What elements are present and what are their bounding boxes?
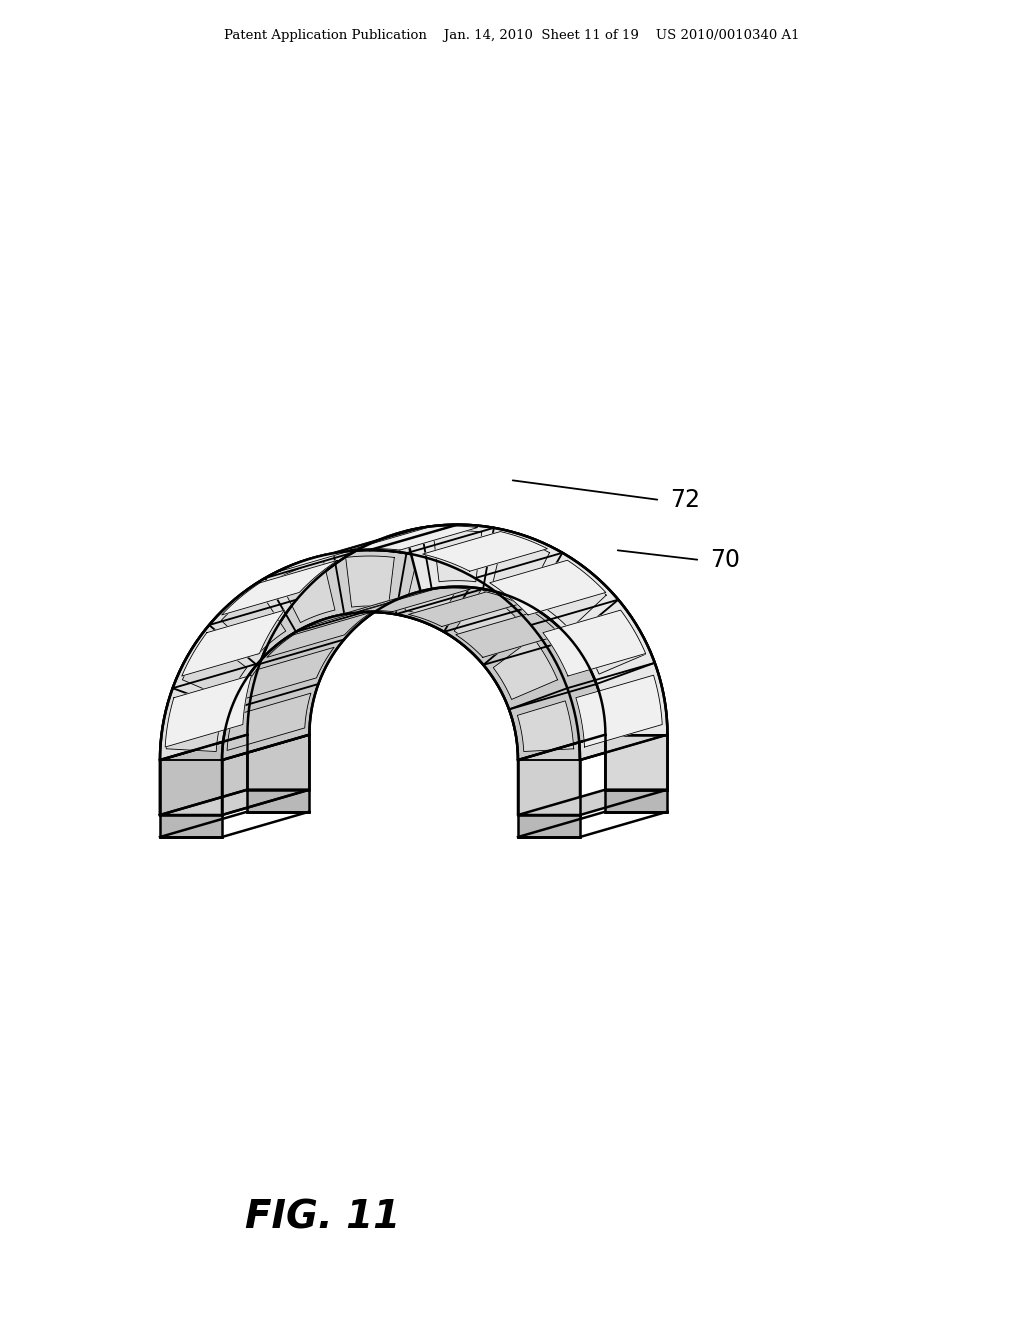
Polygon shape — [357, 587, 470, 611]
Polygon shape — [575, 676, 663, 747]
Polygon shape — [248, 789, 309, 812]
Polygon shape — [518, 789, 668, 814]
Polygon shape — [517, 701, 573, 751]
Polygon shape — [182, 610, 285, 676]
Polygon shape — [222, 735, 309, 814]
Polygon shape — [160, 789, 309, 814]
Polygon shape — [166, 701, 222, 751]
Polygon shape — [160, 735, 248, 814]
Polygon shape — [423, 532, 548, 572]
Text: Patent Application Publication    Jan. 14, 2010  Sheet 11 of 19    US 2010/00103: Patent Application Publication Jan. 14, … — [224, 29, 800, 41]
Polygon shape — [239, 647, 334, 701]
Polygon shape — [267, 612, 372, 657]
Polygon shape — [605, 735, 668, 789]
Polygon shape — [308, 591, 419, 627]
Polygon shape — [278, 561, 335, 623]
Polygon shape — [409, 591, 519, 627]
Polygon shape — [455, 589, 519, 655]
Polygon shape — [160, 524, 668, 760]
Polygon shape — [221, 560, 338, 615]
Polygon shape — [489, 560, 606, 615]
Text: FIG. 11: FIG. 11 — [245, 1199, 400, 1236]
Polygon shape — [605, 789, 668, 812]
Text: 72: 72 — [670, 488, 700, 512]
Polygon shape — [346, 556, 394, 607]
Polygon shape — [542, 564, 606, 630]
Polygon shape — [160, 550, 580, 814]
Polygon shape — [433, 531, 481, 582]
Polygon shape — [493, 536, 550, 597]
Polygon shape — [605, 676, 662, 726]
Polygon shape — [543, 610, 646, 676]
Polygon shape — [494, 638, 558, 700]
Text: 70: 70 — [710, 548, 740, 572]
Polygon shape — [165, 676, 252, 747]
Polygon shape — [456, 612, 560, 657]
Polygon shape — [406, 524, 668, 789]
Polygon shape — [160, 814, 222, 837]
Polygon shape — [518, 814, 580, 837]
Polygon shape — [227, 693, 311, 751]
Polygon shape — [221, 589, 286, 655]
Polygon shape — [182, 638, 247, 700]
Polygon shape — [280, 532, 404, 572]
Polygon shape — [222, 586, 605, 760]
Polygon shape — [581, 612, 645, 675]
Polygon shape — [406, 561, 462, 623]
Polygon shape — [350, 527, 477, 550]
